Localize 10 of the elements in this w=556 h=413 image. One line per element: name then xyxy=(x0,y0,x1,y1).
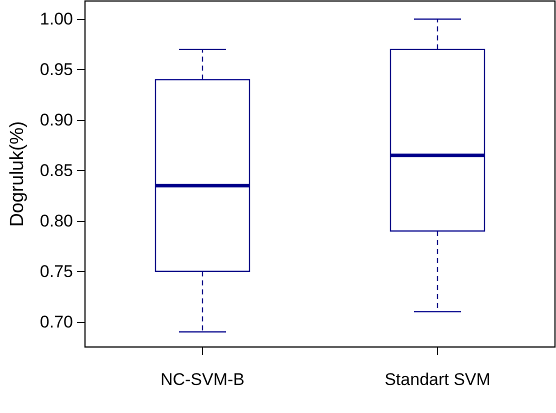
x-tick-label: Standart SVM xyxy=(384,370,490,389)
y-axis-title: Dogruluk(%) xyxy=(7,121,28,227)
x-tick-label: NC-SVM-B xyxy=(160,370,245,389)
y-tick-label: 0.85 xyxy=(40,160,73,180)
y-tick-label: 0.95 xyxy=(40,60,73,80)
y-tick-label: 0.90 xyxy=(40,110,73,130)
y-tick-label: 0.75 xyxy=(40,262,73,281)
y-tick-label: 1.00 xyxy=(40,10,73,29)
y-tick-label: 0.80 xyxy=(40,211,73,230)
y-tick-label: 0.70 xyxy=(40,312,73,332)
